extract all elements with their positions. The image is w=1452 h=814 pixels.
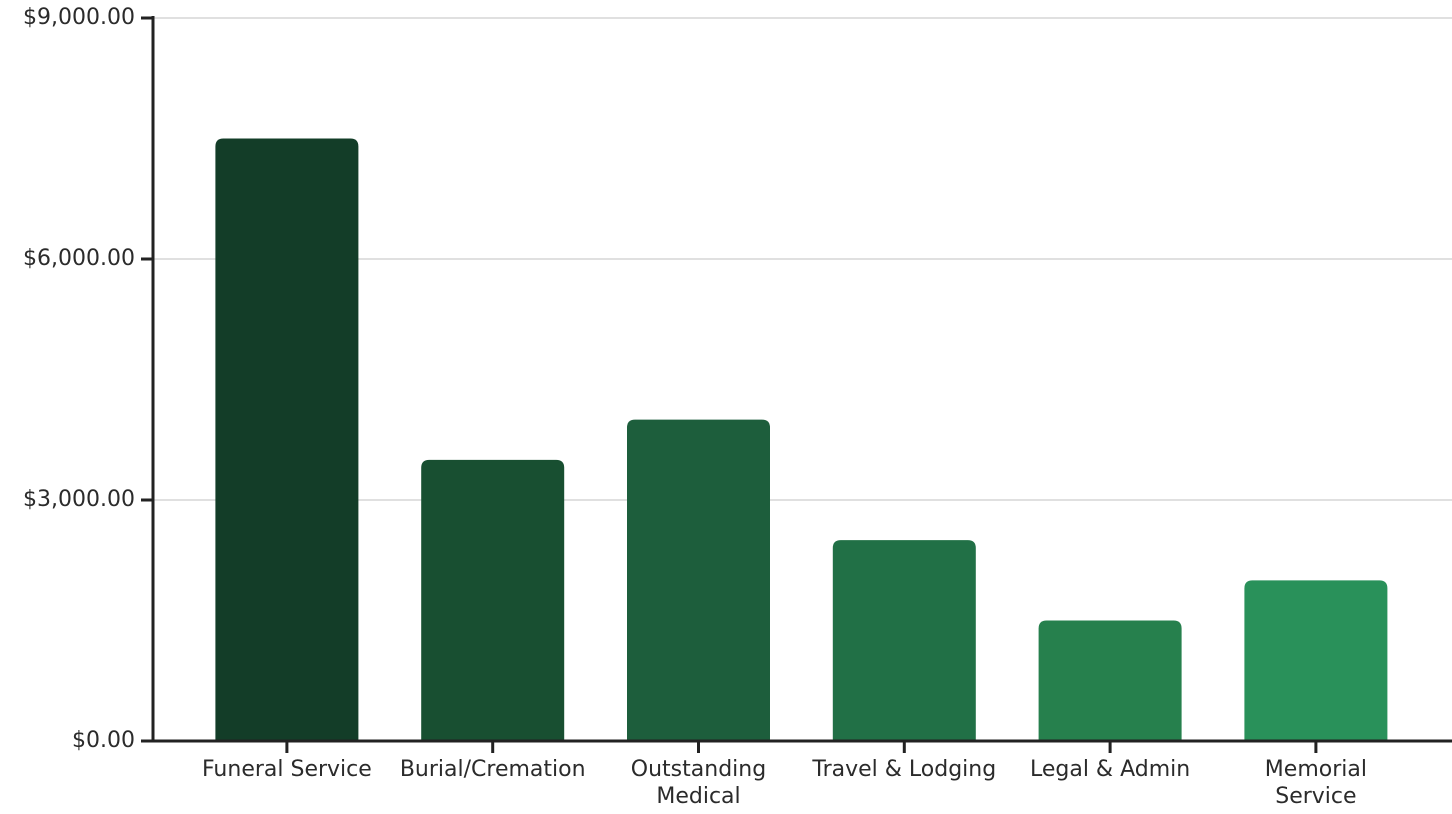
bar [627,419,770,741]
y-tick-label: $6,000.00 [23,246,135,271]
x-tick-label: Travel & Lodging [812,757,997,782]
bar [1244,580,1388,741]
x-tick-label: Legal & Admin [1029,757,1191,782]
y-tick-label: $9,000.00 [23,5,135,30]
y-tick-label: $0.00 [72,728,135,753]
bar [832,540,976,741]
x-tick-label: Memorial Service [1264,757,1367,809]
bar [215,138,359,741]
y-tick-label: $3,000.00 [23,487,135,512]
bar [1038,620,1182,741]
x-tick-label: Burial/Cremation [399,757,586,782]
x-tick-label: Funeral Service [201,757,372,782]
x-tick-label: Outstanding Medical [630,757,767,809]
bar [421,459,565,741]
